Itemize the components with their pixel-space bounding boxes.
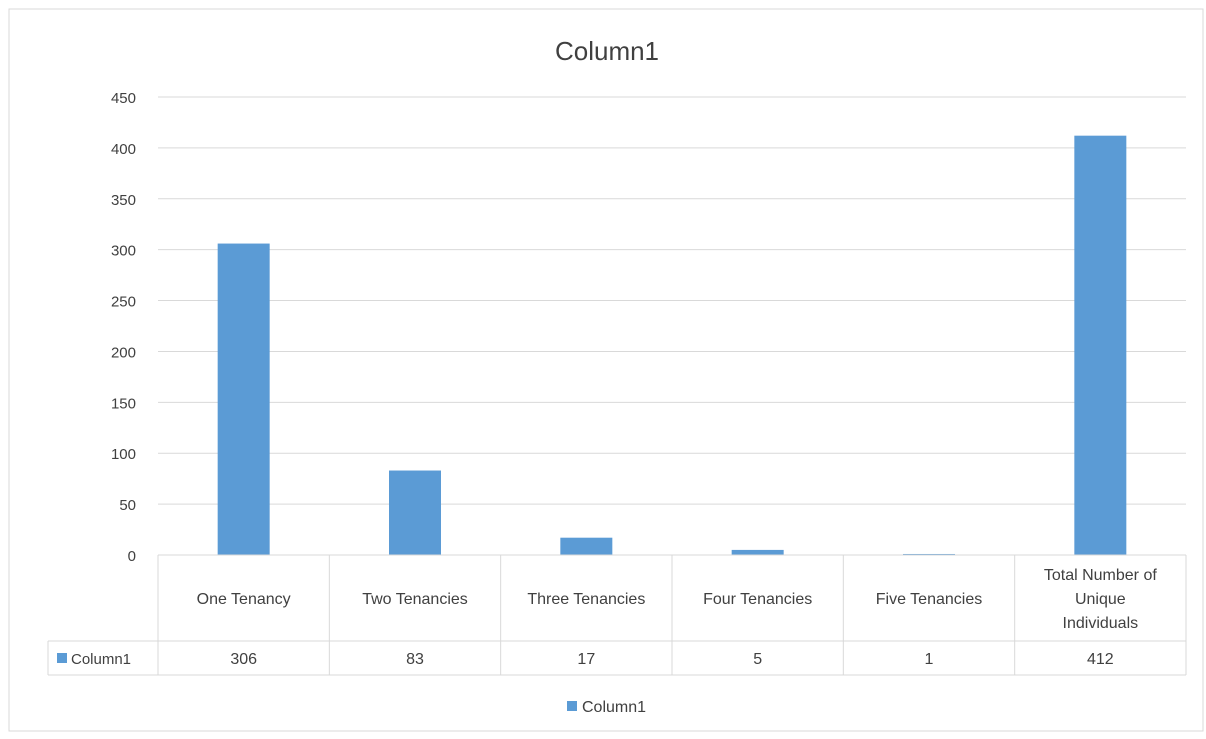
y-tick-label: 450 <box>111 90 136 107</box>
bar <box>217 243 270 555</box>
y-tick-label: 400 <box>111 141 136 158</box>
data-table-value: 5 <box>753 651 762 668</box>
y-tick-label: 350 <box>111 192 136 209</box>
category-label: Four Tenancies <box>703 591 812 608</box>
y-axis-tick-labels: 0 50 100 150 200 250 300 350 400 450 <box>111 90 136 565</box>
bar <box>560 537 613 555</box>
bar <box>389 470 441 555</box>
category-label: Total Number of Unique Individuals <box>1044 567 1157 632</box>
category-label: Two Tenancies <box>362 591 468 608</box>
bar <box>903 553 955 555</box>
chart-frame <box>8 8 1204 732</box>
data-table-value: 412 <box>1087 651 1114 668</box>
y-tick-label: 150 <box>111 395 136 412</box>
y-tick-label: 50 <box>119 497 136 514</box>
category-label: Three Tenancies <box>527 591 645 608</box>
data-table-value: 1 <box>925 651 934 668</box>
bars <box>217 135 1127 556</box>
bar <box>731 549 784 555</box>
y-tick-label: 0 <box>128 548 136 565</box>
y-tick-label: 300 <box>111 243 136 260</box>
data-table-value: 17 <box>577 651 595 668</box>
legend-label: Column1 <box>582 699 646 716</box>
y-tick-label: 250 <box>111 294 136 311</box>
gridlines <box>158 96 1186 505</box>
legend-swatch <box>567 701 577 711</box>
y-tick-label: 200 <box>111 344 136 361</box>
bar <box>1074 135 1127 556</box>
data-table: One Tenancy Two Tenancies Three Tenancies F… <box>47 554 1187 676</box>
table-series-key <box>57 653 67 663</box>
category-label: Five Tenancies <box>876 591 982 608</box>
chart-title: Column1 <box>555 36 659 66</box>
table-series-name: Column1 <box>71 651 131 668</box>
y-tick-label: 100 <box>111 446 136 463</box>
data-table-value: 306 <box>230 651 257 668</box>
data-table-value: 83 <box>406 651 424 668</box>
category-label: One Tenancy <box>197 591 291 608</box>
legend: Column1 <box>567 699 646 716</box>
